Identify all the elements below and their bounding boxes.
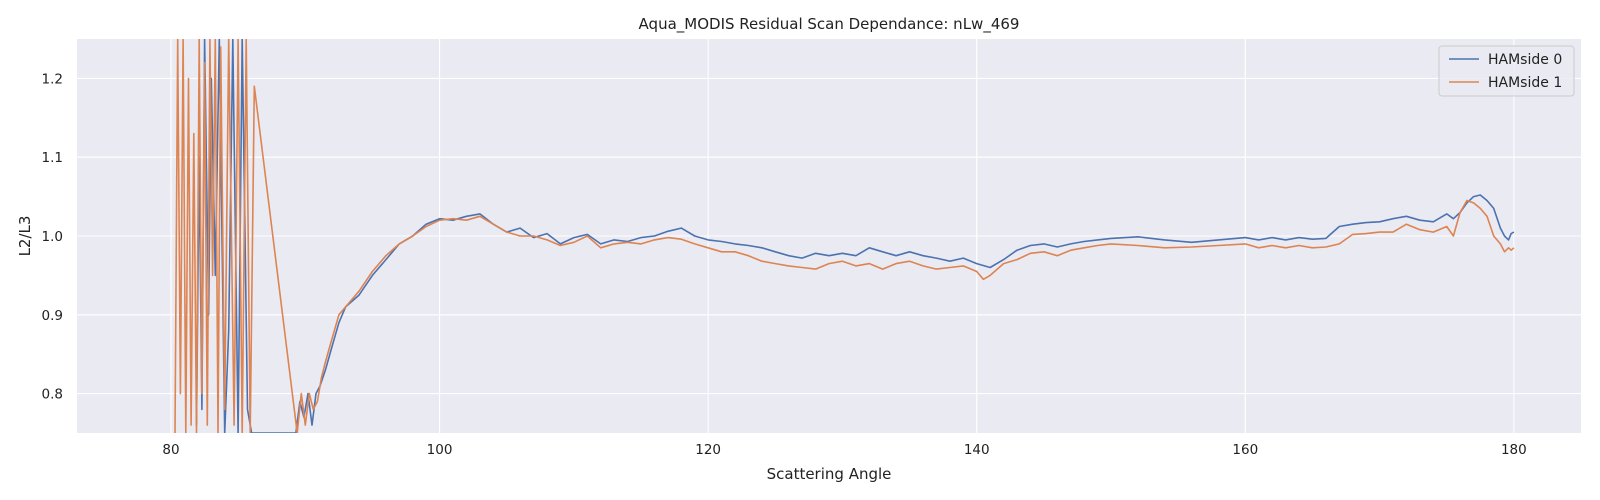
x-tick-label: 80	[162, 442, 179, 458]
legend-label-hamside-1: HAMside 1	[1488, 75, 1562, 91]
x-tick-label: 180	[1501, 442, 1527, 458]
x-tick-label: 140	[964, 442, 990, 458]
y-axis-ticks: 0.8 0.9 1.0 1.1 1.2	[42, 71, 63, 402]
y-tick-label: 1.1	[42, 150, 63, 166]
grid-lines	[77, 39, 1581, 433]
y-tick-label: 1.2	[42, 71, 63, 87]
legend: HAMside 0 HAMside 1	[1438, 45, 1575, 97]
chart-title: Aqua_MODIS Residual Scan Dependance: nLw…	[639, 15, 1020, 34]
y-tick-label: 0.8	[42, 387, 63, 403]
y-tick-label: 1.0	[42, 229, 63, 245]
x-tick-label: 100	[427, 442, 453, 458]
x-tick-label: 160	[1232, 442, 1258, 458]
legend-label-hamside-0: HAMside 0	[1488, 52, 1562, 68]
x-tick-label: 120	[695, 442, 721, 458]
y-tick-label: 0.9	[42, 308, 63, 324]
x-axis-ticks: 80 100 120 140 160 180	[162, 442, 1526, 458]
x-axis-label: Scattering Angle	[767, 465, 892, 483]
series-line-hamside-0	[195, 39, 1515, 433]
series-layer	[174, 39, 1515, 433]
series-line-hamside-1	[174, 39, 1515, 433]
y-axis-label: L2/L3	[16, 216, 34, 257]
